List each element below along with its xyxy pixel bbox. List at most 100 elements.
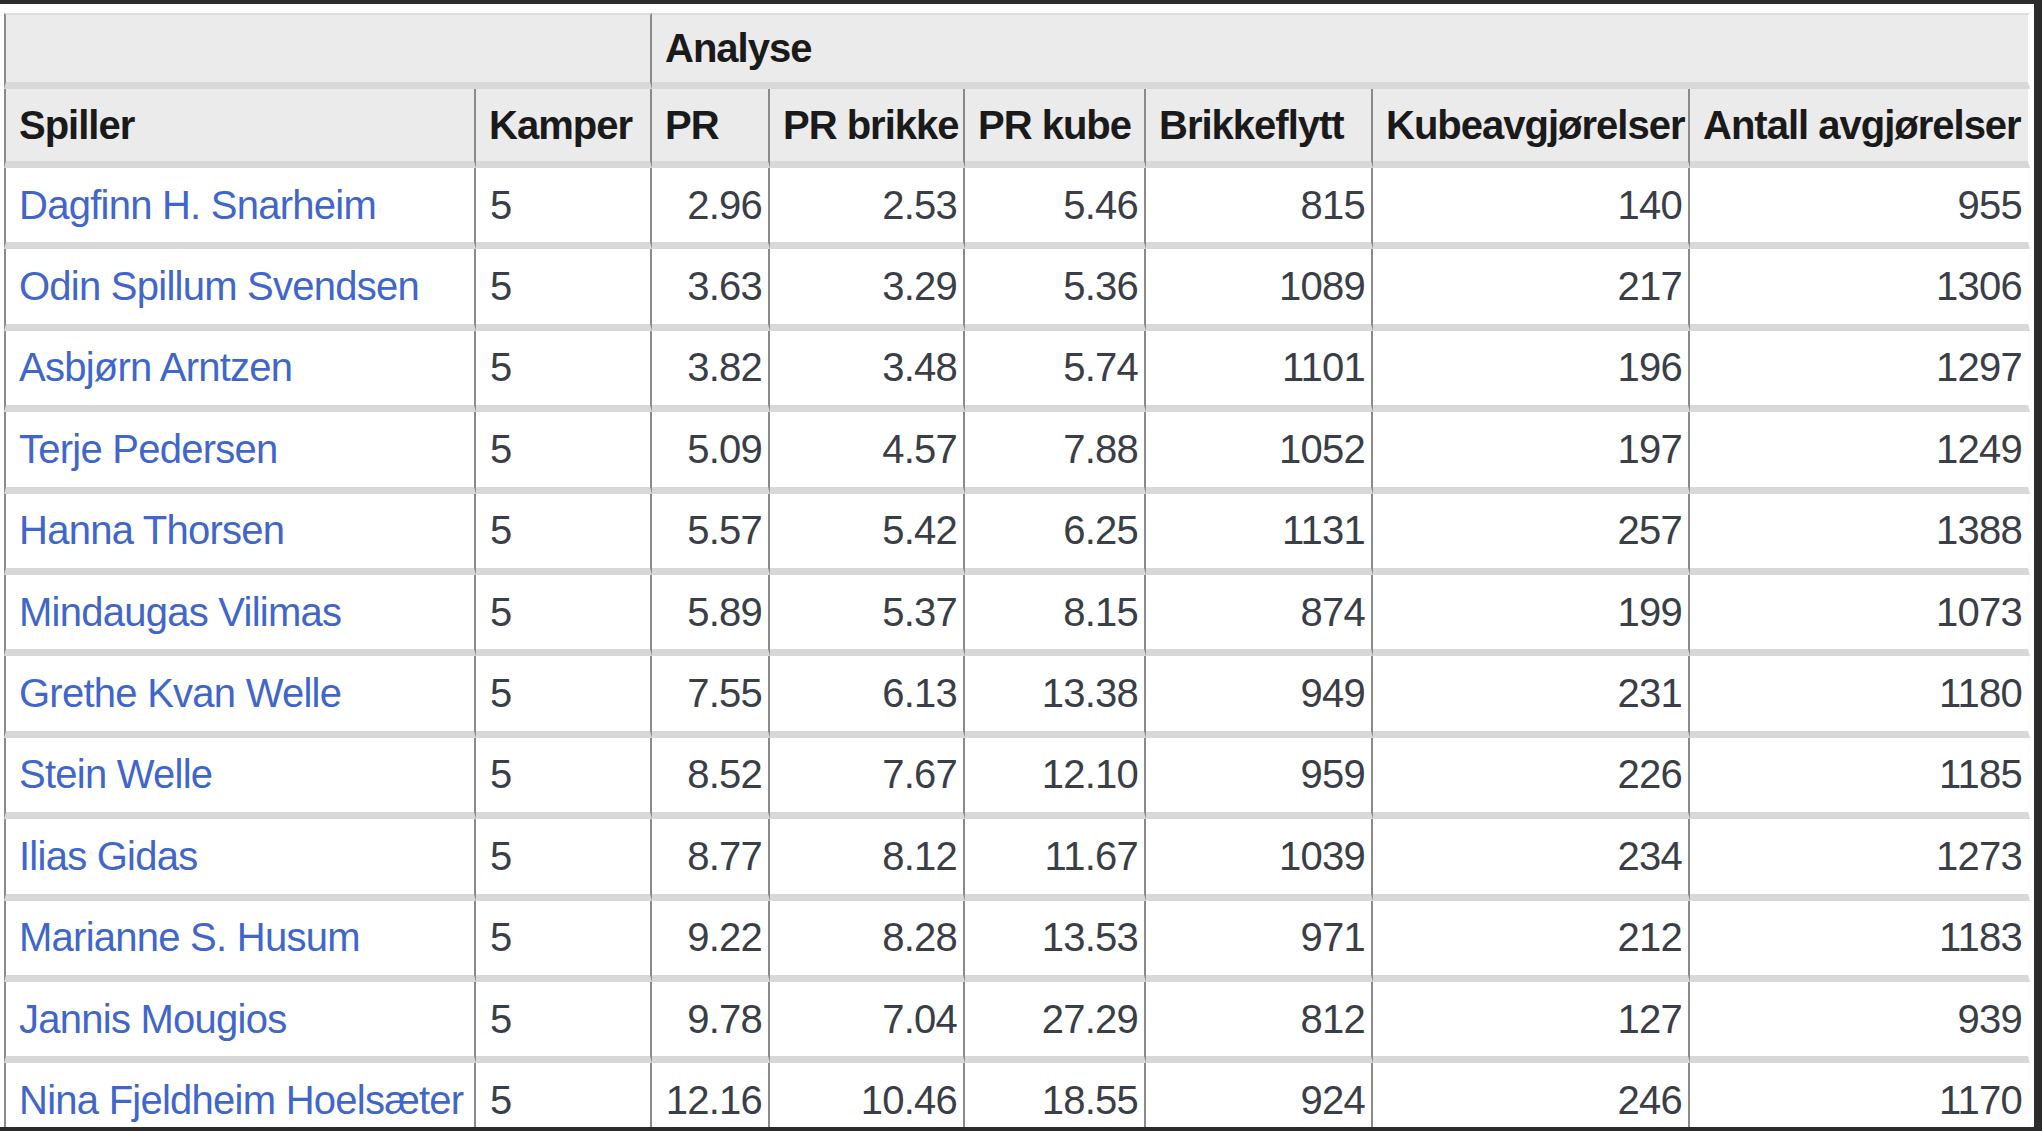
spiller-cell: Nina Fjeldheim Hoelsæter <box>4 1063 476 1127</box>
brikkeflytt-cell: 959 <box>1146 738 1373 819</box>
spiller-cell: Stein Welle <box>4 738 476 819</box>
player-link[interactable]: Nina Fjeldheim Hoelsæter <box>19 1078 463 1122</box>
col-header-antall-avgjorelser: Antall avgjørelser <box>1690 89 2030 168</box>
pr-kube-cell: 6.25 <box>965 494 1146 575</box>
kamper-cell: 5 <box>476 1063 652 1127</box>
pr-kube-cell: 12.10 <box>965 738 1146 819</box>
pr-brikke-cell: 5.42 <box>770 494 965 575</box>
kubeavgjorelser-cell: 196 <box>1373 331 1690 412</box>
spiller-cell: Dagfinn H. Snarheim <box>4 168 476 249</box>
antall-avgjorelser-cell: 1183 <box>1690 901 2030 982</box>
pr-cell: 12.16 <box>652 1063 770 1127</box>
pr-kube-cell: 27.29 <box>965 982 1146 1063</box>
pr-cell: 8.77 <box>652 819 770 900</box>
antall-avgjorelser-cell: 1273 <box>1690 819 2030 900</box>
pr-cell: 2.96 <box>652 168 770 249</box>
brikkeflytt-cell: 1101 <box>1146 331 1373 412</box>
kamper-cell: 5 <box>476 982 652 1063</box>
pr-kube-cell: 8.15 <box>965 575 1146 656</box>
pr-brikke-cell: 7.67 <box>770 738 965 819</box>
antall-avgjorelser-cell: 1306 <box>1690 249 2030 330</box>
player-link[interactable]: Marianne S. Husum <box>19 915 360 959</box>
pr-brikke-cell: 7.04 <box>770 982 965 1063</box>
antall-avgjorelser-cell: 955 <box>1690 168 2030 249</box>
antall-avgjorelser-cell: 939 <box>1690 982 2030 1063</box>
kamper-cell: 5 <box>476 575 652 656</box>
table-row: Hanna Thorsen 55.575.426.2511312571388 <box>4 494 2030 575</box>
kubeavgjorelser-cell: 257 <box>1373 494 1690 575</box>
brikkeflytt-cell: 1052 <box>1146 412 1373 493</box>
pr-brikke-cell: 8.12 <box>770 819 965 900</box>
kamper-cell: 5 <box>476 494 652 575</box>
pr-kube-cell: 13.53 <box>965 901 1146 982</box>
table-row: Terje Pedersen55.094.577.8810521971249 <box>4 412 2030 493</box>
player-link[interactable]: Dagfinn H. Snarheim <box>19 183 376 227</box>
col-header-brikkeflytt: Brikkeflytt <box>1146 89 1373 168</box>
kamper-cell: 5 <box>476 901 652 982</box>
player-link[interactable]: Terje Pedersen <box>19 427 278 471</box>
pr-kube-cell: 5.74 <box>965 331 1146 412</box>
pr-cell: 5.89 <box>652 575 770 656</box>
brikkeflytt-cell: 1089 <box>1146 249 1373 330</box>
table-row: Mindaugas Vilimas55.895.378.158741991073 <box>4 575 2030 656</box>
pr-kube-cell: 11.67 <box>965 819 1146 900</box>
antall-avgjorelser-cell: 1185 <box>1690 738 2030 819</box>
kamper-cell: 5 <box>476 738 652 819</box>
pr-cell: 8.52 <box>652 738 770 819</box>
pr-cell: 7.55 <box>652 656 770 737</box>
antall-avgjorelser-cell: 1170 <box>1690 1063 2030 1127</box>
kubeavgjorelser-cell: 217 <box>1373 249 1690 330</box>
table-row: Marianne S. Husum59.228.2813.53971212118… <box>4 901 2030 982</box>
spiller-cell: Terje Pedersen <box>4 412 476 493</box>
table-row: Dagfinn H. Snarheim52.962.535.4681514095… <box>4 168 2030 249</box>
pr-cell: 3.63 <box>652 249 770 330</box>
kubeavgjorelser-cell: 199 <box>1373 575 1690 656</box>
spiller-cell: Asbjørn Arntzen <box>4 331 476 412</box>
kamper-cell: 5 <box>476 168 652 249</box>
pr-cell: 5.57 <box>652 494 770 575</box>
brikkeflytt-cell: 924 <box>1146 1063 1373 1127</box>
kubeavgjorelser-cell: 127 <box>1373 982 1690 1063</box>
kubeavgjorelser-cell: 234 <box>1373 819 1690 900</box>
spiller-cell: Mindaugas Vilimas <box>4 575 476 656</box>
table-row: Asbjørn Arntzen 53.823.485.7411011961297 <box>4 331 2030 412</box>
antall-avgjorelser-cell: 1180 <box>1690 656 2030 737</box>
brikkeflytt-cell: 971 <box>1146 901 1373 982</box>
player-link[interactable]: Odin Spillum Svendsen <box>19 264 419 308</box>
kamper-cell: 5 <box>476 249 652 330</box>
pr-brikke-cell: 3.29 <box>770 249 965 330</box>
table-row: Ilias Gidas58.778.1211.6710392341273 <box>4 819 2030 900</box>
table-body: Dagfinn H. Snarheim52.962.535.4681514095… <box>4 168 2030 1127</box>
pr-cell: 5.09 <box>652 412 770 493</box>
kubeavgjorelser-cell: 231 <box>1373 656 1690 737</box>
player-link[interactable]: Asbjørn Arntzen <box>19 345 292 389</box>
page: Analyse Spiller Kamper PR PR brikke PR k… <box>0 4 2034 1127</box>
pr-brikke-cell: 3.48 <box>770 331 965 412</box>
antall-avgjorelser-cell: 1249 <box>1690 412 2030 493</box>
brikkeflytt-cell: 874 <box>1146 575 1373 656</box>
player-link[interactable]: Stein Welle <box>19 752 212 796</box>
kamper-cell: 5 <box>476 331 652 412</box>
pr-brikke-cell: 2.53 <box>770 168 965 249</box>
analyse-group-header: Analyse <box>652 13 2030 89</box>
player-link[interactable]: Hanna Thorsen <box>19 508 284 552</box>
pr-cell: 3.82 <box>652 331 770 412</box>
table-row: Odin Spillum Svendsen 53.633.295.36108921… <box>4 249 2030 330</box>
antall-avgjorelser-cell: 1388 <box>1690 494 2030 575</box>
col-header-kubeavgjorelser: Kubeavgjørelser <box>1373 89 1690 168</box>
player-link[interactable]: Ilias Gidas <box>19 834 198 878</box>
group-header-row: Analyse <box>4 13 2030 89</box>
player-link[interactable]: Jannis Mougios <box>19 997 286 1041</box>
col-header-kamper: Kamper <box>476 89 652 168</box>
pr-kube-cell: 18.55 <box>965 1063 1146 1127</box>
antall-avgjorelser-cell: 1297 <box>1690 331 2030 412</box>
kamper-cell: 5 <box>476 819 652 900</box>
player-link[interactable]: Mindaugas Vilimas <box>19 590 341 634</box>
brikkeflytt-cell: 812 <box>1146 982 1373 1063</box>
pr-brikke-cell: 5.37 <box>770 575 965 656</box>
pr-cell: 9.78 <box>652 982 770 1063</box>
pr-brikke-cell: 10.46 <box>770 1063 965 1127</box>
player-link[interactable]: Grethe Kvan Welle <box>19 671 341 715</box>
pr-kube-cell: 5.36 <box>965 249 1146 330</box>
brikkeflytt-cell: 1131 <box>1146 494 1373 575</box>
